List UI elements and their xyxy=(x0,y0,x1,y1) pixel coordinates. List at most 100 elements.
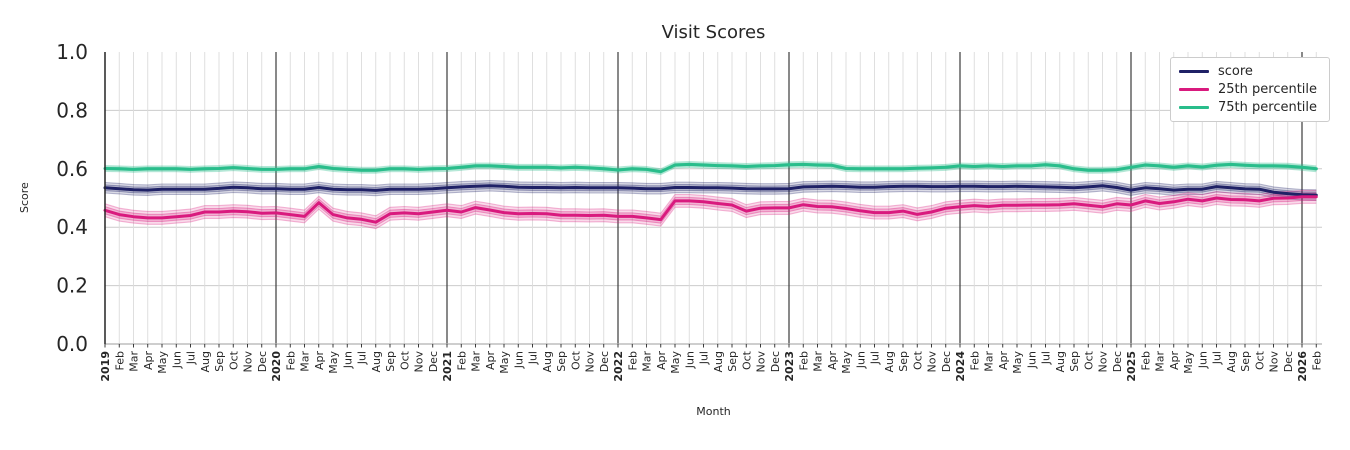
series-band-25th-percentile xyxy=(104,189,1317,230)
legend-swatch-score xyxy=(1179,70,1209,73)
y-tick-label: 0.2 xyxy=(56,274,88,298)
x-tick-label: Jun xyxy=(854,351,867,369)
x-tick-label: Apr xyxy=(484,351,497,371)
x-tick-label: May xyxy=(669,351,682,374)
x-tick-label: Feb xyxy=(284,351,297,370)
x-tick-label: Nov xyxy=(242,351,255,373)
x-tick-label: Jun xyxy=(341,351,354,369)
x-tick-label: Jun xyxy=(1196,351,1209,369)
x-tick-label: Jun xyxy=(170,351,183,369)
x-tick-label: May xyxy=(1011,351,1024,374)
x-tick-label: Sep xyxy=(384,351,397,372)
series-line-25th-percentile xyxy=(103,195,1318,224)
x-tick-label: Mar xyxy=(812,351,825,372)
x-tick-label: Apr xyxy=(142,351,155,371)
x-tick-label: Dec xyxy=(427,351,440,372)
x-tick-label: 2024 xyxy=(954,351,967,382)
x-tick-label: Oct xyxy=(398,350,411,370)
x-tick-label: Jul xyxy=(356,351,369,365)
x-tick-label: Mar xyxy=(641,351,654,372)
x-tick-label: Nov xyxy=(413,351,426,373)
x-tick-label: Feb xyxy=(968,351,981,370)
legend-item-75th-percentile: 75th percentile xyxy=(1179,100,1321,115)
x-tick-label: Jul xyxy=(527,351,540,365)
x-tick-label: 2025 xyxy=(1125,351,1138,382)
x-tick-label: Nov xyxy=(1268,351,1281,373)
x-tick-label: Feb xyxy=(113,351,126,370)
x-tick-label: Dec xyxy=(769,351,782,372)
x-tick-label: Aug xyxy=(1054,351,1067,372)
axes-spines xyxy=(104,52,1322,345)
x-tick-label: Mar xyxy=(983,351,996,372)
x-tick-label: Dec xyxy=(256,351,269,372)
x-tick-label: 2021 xyxy=(441,351,454,382)
x-tick-label: Apr xyxy=(997,351,1010,371)
x-tick-label: Oct xyxy=(227,350,240,370)
x-tick-label: Dec xyxy=(1282,351,1295,372)
x-tick-label: Apr xyxy=(655,351,668,371)
x-tick-label: Jun xyxy=(512,351,525,369)
x-tick-label: Aug xyxy=(712,351,725,372)
x-tick-label: Oct xyxy=(911,350,924,370)
series-line-score xyxy=(103,184,1318,197)
x-tick-label: Sep xyxy=(213,351,226,372)
x-tick-label: Sep xyxy=(897,351,910,372)
x-tick-label: Oct xyxy=(569,350,582,370)
x-tick-label: Apr xyxy=(826,351,839,371)
legend-swatch-75th-percentile xyxy=(1179,106,1209,109)
x-tick-label: May xyxy=(327,351,340,374)
x-tick-label: 2023 xyxy=(783,351,796,382)
x-tick-label: Jul xyxy=(1040,351,1053,365)
x-tick-label: Jul xyxy=(869,351,882,365)
x-tick-label: 2020 xyxy=(270,351,283,382)
x-tick-label: Nov xyxy=(755,351,768,373)
legend-item-score: score xyxy=(1179,64,1321,79)
x-tick-label: Jul xyxy=(185,351,198,365)
y-tick-label: 0.4 xyxy=(56,215,88,239)
x-tick-label: Sep xyxy=(1239,351,1252,372)
x-tick-label: Feb xyxy=(626,351,639,370)
x-tick-label: Aug xyxy=(883,351,896,372)
x-tick-label: Jul xyxy=(1211,351,1224,365)
x-tick-label: Oct xyxy=(1082,350,1095,370)
y-tick-label: 0.8 xyxy=(56,98,88,122)
y-tick-label: 0.6 xyxy=(56,157,88,181)
x-tick-label: Feb xyxy=(1139,351,1152,370)
x-tick-label: Mar xyxy=(128,351,141,372)
chart-title: Visit Scores xyxy=(661,22,766,43)
x-tick-label: Oct xyxy=(1253,350,1266,370)
y-tick-label: 1.0 xyxy=(56,40,88,64)
x-tick-label: Nov xyxy=(926,351,939,373)
x-tick-labels: 2019 Feb Mar Apr May Jun Jul Aug Sep Oct Nov Dec 202… xyxy=(99,344,1323,382)
x-tick-label: Feb xyxy=(1310,351,1323,370)
x-tick-label: May xyxy=(840,351,853,374)
x-tick-label: May xyxy=(498,351,511,374)
x-tick-label: Sep xyxy=(1068,351,1081,372)
x-tick-label: Nov xyxy=(584,351,597,373)
x-tick-label: Aug xyxy=(199,351,212,372)
x-tick-label: Aug xyxy=(541,351,554,372)
x-tick-label: Nov xyxy=(1097,351,1110,373)
legend-item-25th-percentile: 25th percentile xyxy=(1179,82,1321,97)
x-tick-label: Apr xyxy=(1168,351,1181,371)
x-tick-label: Jul xyxy=(698,351,711,365)
legend-label-25th-percentile: 25th percentile xyxy=(1218,82,1318,97)
series-line-75th-percentile xyxy=(103,162,1318,174)
legend: score 25th percentile 75th percentile xyxy=(1170,57,1330,122)
x-tick-label: Mar xyxy=(1154,351,1167,372)
legend-label-score: score xyxy=(1218,64,1253,79)
y-tick-labels: 0.0 0.2 0.4 0.6 0.8 1.0 xyxy=(56,40,88,356)
x-axis-label: Month xyxy=(696,405,731,418)
x-tick-label: Aug xyxy=(1225,351,1238,372)
x-tick-label: Dec xyxy=(940,351,953,372)
x-tick-label: May xyxy=(156,351,169,374)
x-tick-label: Jun xyxy=(1025,351,1038,369)
x-tick-label: Dec xyxy=(598,351,611,372)
x-tick-label: Jun xyxy=(683,351,696,369)
x-tick-label: Sep xyxy=(726,351,739,372)
x-tick-label: 2022 xyxy=(612,351,625,382)
x-tick-label: Oct xyxy=(740,350,753,370)
legend-label-75th-percentile: 75th percentile xyxy=(1218,100,1318,115)
